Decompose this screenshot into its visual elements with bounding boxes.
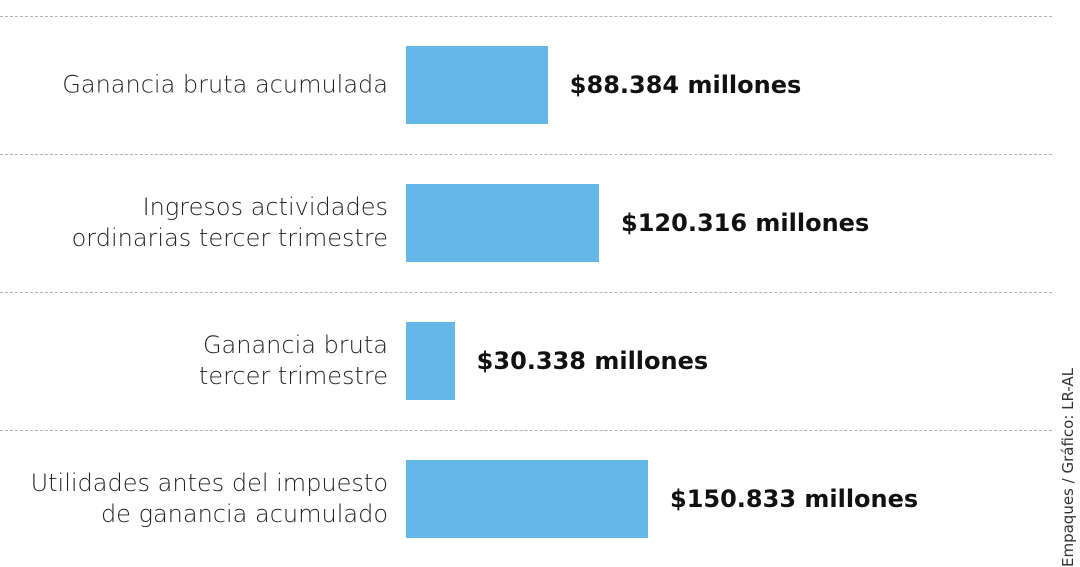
value-label: $88.384 millones xyxy=(569,71,802,99)
category-label: Ganancia bruta acumulada xyxy=(62,70,388,99)
value-label: $30.338 millones xyxy=(476,347,709,375)
value-label: $120.316 millones xyxy=(621,209,870,237)
category-label: Utilidades antes del impuesto de gananci… xyxy=(30,469,388,528)
separator xyxy=(0,16,1052,17)
bar xyxy=(406,322,455,400)
separator xyxy=(0,430,1052,431)
category-label: Ganancia bruta tercer trimestre xyxy=(198,331,388,390)
source: Empaques / Gráfico: LR-AL xyxy=(1059,367,1077,567)
bar xyxy=(406,184,600,262)
value-label: $150.833 millones xyxy=(670,485,919,513)
bar xyxy=(406,46,548,124)
bar xyxy=(406,460,648,538)
category-label: Ingresos actividades ordinarias tercer t… xyxy=(71,193,388,252)
separator xyxy=(0,292,1052,293)
separator xyxy=(0,154,1052,155)
